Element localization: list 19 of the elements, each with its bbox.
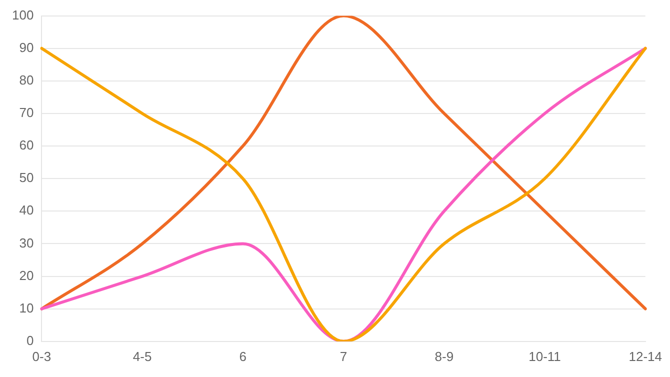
x-tick-label: 10-11 <box>528 348 561 364</box>
x-tick-label: 4-5 <box>132 348 152 364</box>
x-tick-label: 12-14 <box>628 348 662 364</box>
x-tick-label: 0-3 <box>32 348 52 364</box>
y-tick-label: 90 <box>19 40 34 55</box>
x-tick-label: 6 <box>239 348 247 364</box>
line-series <box>40 16 647 310</box>
y-tick-label: 30 <box>19 235 34 250</box>
y-tick-label: 10 <box>19 300 34 316</box>
y-tick-label: 50 <box>19 170 34 186</box>
y-tick-label: 40 <box>19 202 34 218</box>
x-tick-label: 7 <box>340 348 348 364</box>
y-tick-label: 70 <box>19 105 34 120</box>
y-tick-label: 60 <box>19 138 34 153</box>
x-tick-label: 8-9 <box>434 348 454 364</box>
y-tick-label: 80 <box>19 72 34 88</box>
y-tick-label: 100 <box>12 7 34 22</box>
y-tick-label: 0 <box>26 332 34 348</box>
y-tick-label: 20 <box>19 268 34 283</box>
